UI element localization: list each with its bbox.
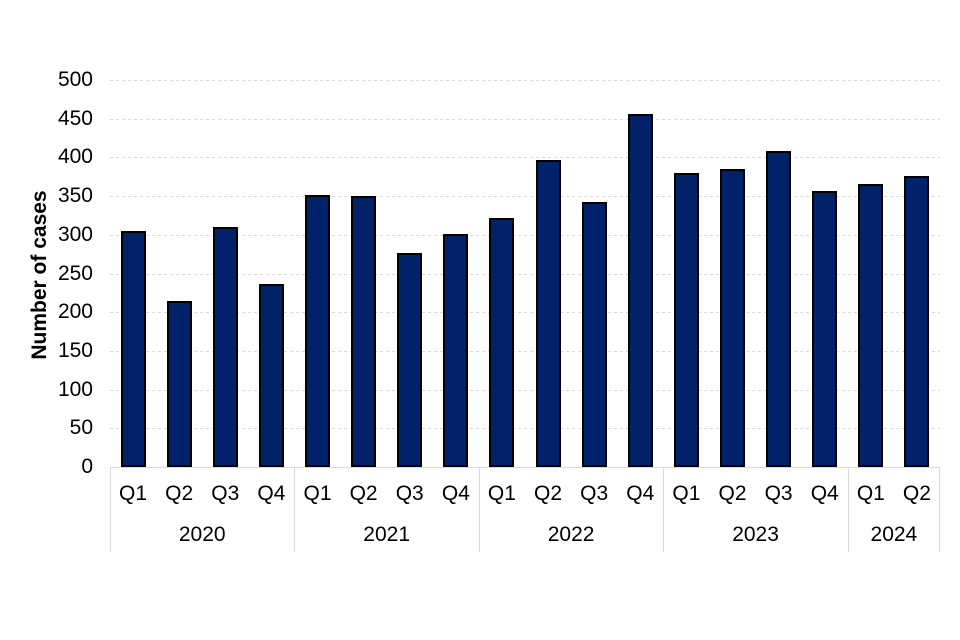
bar-2023-Q2 [720,169,745,467]
bar-2023-Q4 [812,191,838,467]
y-tick-label-400: 400 [57,145,93,169]
y-tick-label-200: 200 [57,300,93,324]
bar-2024-Q1 [858,184,884,467]
year-group-separator-3 [663,467,665,552]
x-label-2024-Q1: Q1 [856,482,885,505]
x-label-2023-Q1: Q1 [672,482,701,505]
bar-2023-Q1 [673,172,699,467]
y-tick-label-500: 500 [57,68,93,91]
x-label-2020-Q4: Q4 [257,482,286,505]
y-tick-label-50: 50 [69,416,93,440]
bar-2020-Q1 [120,230,146,467]
gridline-250 [110,273,940,275]
x-label-2022-Q3: Q3 [580,482,609,505]
x-label-2023-Q2: Q2 [718,482,747,505]
x-label-2021-Q2: Q2 [349,482,378,505]
gridline-200 [110,312,940,314]
bar-2021-Q2 [351,196,377,467]
x-label-2023-Q3: Q3 [764,482,793,505]
y-tick-label-350: 350 [57,184,93,208]
year-label-2020: 2020 [178,523,226,546]
x-label-2022-Q1: Q1 [487,482,516,505]
y-tick-label-150: 150 [57,338,93,362]
year-group-separator-0 [110,467,111,552]
year-label-2023: 2023 [732,523,779,546]
y-tick-label-450: 450 [57,106,93,130]
x-label-2020-Q3: Q3 [211,482,240,505]
bar-2021-Q3 [397,252,423,467]
bar-2022-Q1 [489,217,515,467]
x-label-2023-Q4: Q4 [810,482,839,505]
year-label-2022: 2022 [547,523,595,546]
gridline-300 [110,234,940,236]
x-label-2022-Q4: Q4 [626,482,655,505]
gridline-100 [110,389,940,391]
bar-2022-Q3 [581,201,607,467]
bar-2022-Q2 [535,159,561,467]
bar-2020-Q4 [258,283,284,467]
year-label-2021: 2021 [363,523,411,546]
y-tick-label-250: 250 [57,261,93,285]
gridline-50 [110,428,940,430]
x-label-2024-Q2: Q2 [902,482,931,505]
x-label-2020-Q1: Q1 [119,482,148,505]
gridline-500 [110,80,940,81]
year-label-2024: 2024 [870,523,918,546]
x-axis-line [110,467,940,468]
bar-2021-Q4 [443,234,469,467]
bar-2022-Q4 [627,114,653,467]
bar-2024-Q2 [904,175,930,467]
bar-2023-Q3 [766,151,792,467]
x-label-2022-Q2: Q2 [534,482,563,505]
x-label-2021-Q4: Q4 [441,482,470,505]
y-tick-label-300: 300 [57,222,93,246]
gridline-150 [110,350,940,352]
x-label-2021-Q1: Q1 [303,482,332,505]
year-group-separator-2 [478,467,480,552]
y-tick-label-100: 100 [57,377,93,401]
gridline-350 [110,196,940,198]
year-group-separator-4 [847,467,849,552]
bar-2021-Q1 [305,195,330,467]
bar-2020-Q2 [166,300,192,467]
y-tick-label-0: 0 [81,455,93,478]
gridline-400 [110,157,940,159]
x-label-2020-Q2: Q2 [165,482,194,505]
gridline-450 [110,118,940,120]
x-label-2021-Q3: Q3 [395,482,424,505]
year-group-separator-5 [939,467,940,552]
bar-2020-Q3 [212,227,238,467]
year-group-separator-1 [294,467,296,552]
